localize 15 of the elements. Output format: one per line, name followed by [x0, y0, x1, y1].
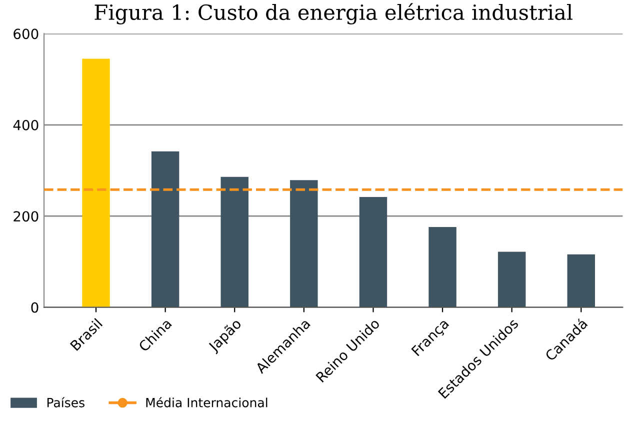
- bar: [290, 180, 318, 308]
- bar: [567, 254, 595, 308]
- y-tick-label: 600: [14, 28, 38, 40]
- bar: [498, 252, 526, 308]
- bar: [151, 151, 180, 308]
- bar: [220, 176, 248, 308]
- y-tick-label: 0: [31, 302, 38, 313]
- bar: [82, 58, 110, 308]
- y-tick-label: 400: [13, 120, 38, 130]
- bar: [359, 196, 388, 308]
- legend-label: Média Internacional: [146, 397, 268, 408]
- legend-label: Países: [47, 397, 84, 408]
- y-tick-label: 200: [14, 211, 38, 222]
- chart-title: Figura 1: Custo da energia elétrica industrial: [94, 3, 572, 24]
- bar: [428, 227, 456, 308]
